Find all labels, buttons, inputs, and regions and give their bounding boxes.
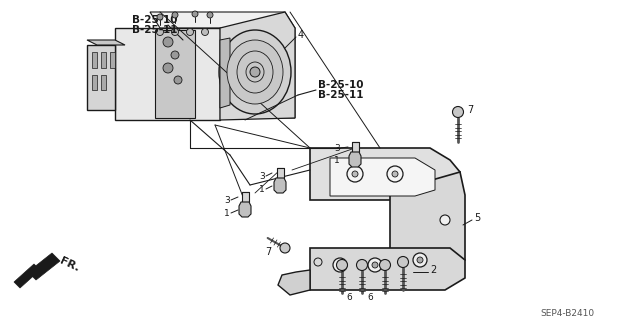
Polygon shape [101, 52, 106, 68]
Circle shape [413, 253, 427, 267]
Polygon shape [349, 152, 361, 167]
Circle shape [397, 257, 408, 268]
Text: SEP4-B2410: SEP4-B2410 [540, 308, 594, 317]
Circle shape [250, 67, 260, 77]
Polygon shape [28, 253, 60, 280]
Circle shape [174, 76, 182, 84]
Circle shape [202, 28, 209, 36]
Circle shape [337, 260, 348, 270]
Polygon shape [110, 52, 115, 68]
Polygon shape [115, 28, 220, 120]
Text: 1: 1 [334, 156, 340, 164]
Polygon shape [220, 28, 295, 118]
Polygon shape [92, 75, 97, 90]
Polygon shape [87, 45, 115, 110]
Circle shape [417, 257, 423, 263]
Polygon shape [241, 192, 248, 202]
Text: 7: 7 [265, 247, 271, 257]
Circle shape [171, 51, 179, 59]
Circle shape [368, 258, 382, 272]
Polygon shape [155, 30, 195, 118]
Text: 2: 2 [430, 265, 436, 275]
Circle shape [186, 28, 193, 36]
Text: B-25-10: B-25-10 [132, 15, 177, 25]
Polygon shape [274, 178, 286, 193]
Polygon shape [276, 168, 284, 178]
Circle shape [356, 260, 367, 270]
Circle shape [163, 37, 173, 47]
Circle shape [157, 14, 163, 20]
Polygon shape [390, 172, 465, 268]
Text: 3: 3 [259, 172, 265, 180]
Polygon shape [87, 40, 125, 45]
Circle shape [352, 171, 358, 177]
Text: B-25-10: B-25-10 [318, 80, 364, 90]
Text: 1: 1 [259, 185, 265, 194]
Circle shape [392, 171, 398, 177]
Polygon shape [220, 12, 295, 120]
Circle shape [452, 107, 463, 117]
Text: 1: 1 [224, 209, 230, 218]
Text: 6: 6 [346, 293, 352, 302]
Text: 7: 7 [467, 105, 473, 115]
Polygon shape [14, 264, 40, 288]
Text: 4: 4 [298, 30, 304, 40]
Circle shape [380, 260, 390, 270]
Text: 6: 6 [367, 293, 373, 302]
Polygon shape [330, 158, 435, 196]
Text: B-25-11: B-25-11 [318, 90, 364, 100]
Circle shape [172, 28, 179, 36]
Polygon shape [220, 38, 230, 108]
Circle shape [333, 258, 347, 272]
Ellipse shape [219, 30, 291, 114]
Polygon shape [239, 202, 251, 217]
Circle shape [280, 243, 290, 253]
Text: FR.: FR. [58, 256, 81, 274]
Circle shape [440, 215, 450, 225]
Text: B-25-11: B-25-11 [132, 25, 177, 35]
Circle shape [172, 12, 178, 18]
Polygon shape [278, 270, 310, 295]
Circle shape [347, 166, 363, 182]
Ellipse shape [246, 62, 264, 82]
Circle shape [207, 12, 213, 18]
Circle shape [372, 262, 378, 268]
Circle shape [157, 28, 163, 36]
Circle shape [192, 11, 198, 17]
Circle shape [387, 166, 403, 182]
Polygon shape [310, 248, 465, 290]
Polygon shape [310, 148, 460, 200]
Polygon shape [101, 75, 106, 90]
Text: 3: 3 [224, 196, 230, 204]
Text: 3: 3 [334, 143, 340, 153]
Ellipse shape [227, 40, 283, 104]
Ellipse shape [237, 51, 273, 93]
Circle shape [337, 262, 343, 268]
Polygon shape [150, 12, 295, 28]
Polygon shape [351, 142, 358, 152]
Polygon shape [92, 52, 97, 68]
Circle shape [163, 63, 173, 73]
Text: 5: 5 [474, 213, 480, 223]
